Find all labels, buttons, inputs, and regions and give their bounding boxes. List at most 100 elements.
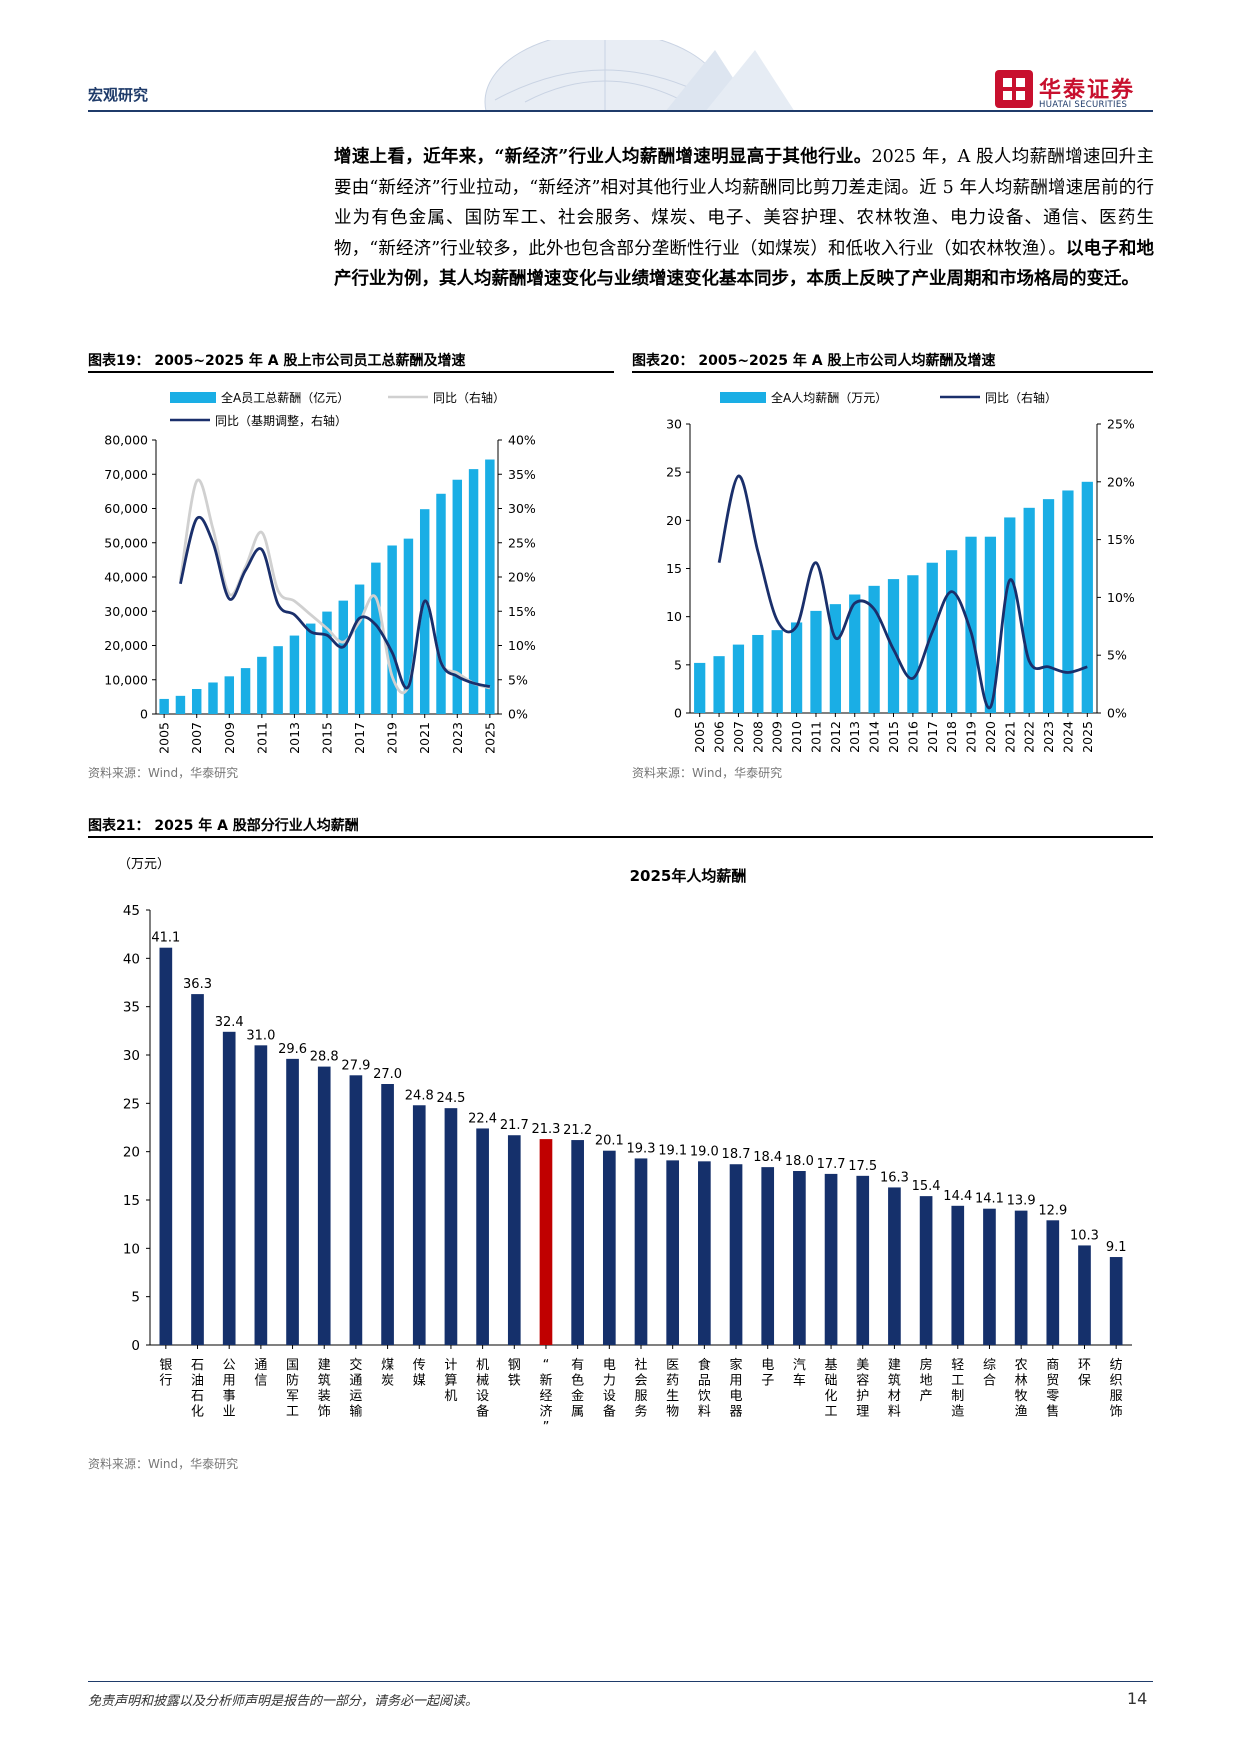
fig21-bar bbox=[1109, 1257, 1123, 1345]
fig20-bar bbox=[887, 579, 900, 713]
fig19-right-tick-label: 5% bbox=[508, 672, 528, 687]
fig21-data-label: 18.0 bbox=[785, 1154, 814, 1169]
fig20-title: 图表20： 2005~2025 年 A 股上市公司人均薪酬及增速 bbox=[632, 353, 996, 369]
fig20-bar bbox=[1062, 490, 1074, 713]
fig19-bar bbox=[387, 545, 397, 714]
fig21-bar bbox=[191, 994, 204, 1345]
fig20-bar bbox=[984, 536, 997, 713]
fig19-right-tick-label: 0% bbox=[508, 707, 528, 722]
section-title: 宏观研究 bbox=[88, 86, 149, 104]
fig21-data-label: 24.5 bbox=[436, 1091, 465, 1106]
fig20-bar bbox=[790, 622, 803, 713]
fig21-y-tick-label: 40 bbox=[123, 951, 140, 967]
fig21-category-label: 石油石化 bbox=[191, 1358, 204, 1420]
fig19-bar bbox=[240, 668, 251, 714]
fig19-legend-swatch-bar bbox=[170, 392, 216, 403]
fig19-bar bbox=[257, 656, 267, 714]
fig21-bar bbox=[412, 1105, 426, 1345]
fig20-bar bbox=[713, 656, 725, 713]
fig20-bar bbox=[1081, 481, 1093, 713]
fig21-bar bbox=[983, 1208, 996, 1345]
fig21-category-label: “新经济” bbox=[539, 1358, 552, 1435]
fig20-x-tick-label: 2013 bbox=[847, 721, 862, 753]
fig21-bar bbox=[919, 1196, 933, 1345]
fig19-left-tick-label: 70,000 bbox=[104, 467, 148, 482]
fig20-bar bbox=[829, 604, 841, 713]
fig19-bar bbox=[371, 562, 381, 714]
paragraph-body: 2025 年，A 股人均薪酬增速回升主要由“新经济”行业拉动，“新经济”相对其他… bbox=[334, 147, 1154, 259]
fig20-left-tick-label: 20 bbox=[666, 513, 682, 528]
fig19-left-tick-label: 50,000 bbox=[104, 535, 148, 550]
fig19-bar bbox=[208, 682, 218, 714]
fig21-bar bbox=[888, 1187, 901, 1345]
fig21-data-label: 27.0 bbox=[373, 1067, 402, 1082]
fig21-bar bbox=[761, 1167, 775, 1345]
fig20-x-tick-label: 2021 bbox=[1002, 721, 1017, 753]
fig20-line-1 bbox=[717, 474, 1088, 710]
fig19-bar bbox=[468, 469, 479, 714]
fig19-bar bbox=[419, 509, 430, 714]
fig20-x-tick-label: 2023 bbox=[1041, 721, 1056, 753]
fig19-x-tick-label: 2017 bbox=[352, 722, 367, 754]
fig21-bar bbox=[856, 1175, 870, 1345]
fig21-data-label: 10.3 bbox=[1070, 1228, 1099, 1243]
fig21-bar bbox=[286, 1058, 299, 1345]
fig21-bar bbox=[317, 1066, 331, 1345]
fig19-left-tick-label: 10,000 bbox=[104, 672, 148, 687]
fig21-bar bbox=[254, 1045, 268, 1345]
fig21-bar bbox=[381, 1084, 394, 1345]
fig19-legend-label-grey: 同比（右轴） bbox=[433, 390, 505, 405]
fig21-category-label: 传媒 bbox=[413, 1358, 426, 1389]
fig19-bar bbox=[485, 459, 495, 714]
fig21-category-label: 医药生物 bbox=[666, 1358, 679, 1420]
footer-rule bbox=[88, 1681, 1153, 1682]
fig21-data-label: 32.4 bbox=[215, 1015, 244, 1030]
fig19-legend-label-navy: 同比（基期调整，右轴） bbox=[215, 413, 347, 428]
fig19-x-tick-label: 2021 bbox=[417, 722, 432, 754]
fig20-bar bbox=[926, 562, 938, 713]
fig21-data-label: 19.1 bbox=[658, 1143, 687, 1158]
fig21-category-label: 综合 bbox=[983, 1358, 996, 1389]
fig21-data-label: 21.7 bbox=[500, 1118, 529, 1133]
fig21-category-label: 交通运输 bbox=[349, 1357, 362, 1420]
paragraph-lead: 增速上看，近年来，“新经济”行业人均薪酬增速明显高于其他行业。 bbox=[334, 147, 872, 167]
fig20-bar bbox=[732, 644, 745, 713]
fig21-bar bbox=[634, 1158, 648, 1345]
fig19-bar bbox=[289, 635, 300, 714]
fig20-left-tick-label: 10 bbox=[666, 609, 682, 624]
fig21-category-label: 食品饮料 bbox=[698, 1357, 711, 1420]
fig19-left-tick-label: 30,000 bbox=[104, 604, 148, 619]
fig20-x-tick-label: 2018 bbox=[944, 721, 959, 753]
fig20-legend-label-bar: 全A人均薪酬（万元） bbox=[771, 390, 887, 405]
fig21-bar bbox=[793, 1171, 806, 1345]
fig21-data-label: 15.4 bbox=[912, 1179, 941, 1194]
fig19-right-tick-label: 35% bbox=[508, 467, 536, 482]
fig19-left-tick-label: 0 bbox=[140, 707, 148, 722]
fig20-x-tick-label: 2007 bbox=[731, 721, 746, 753]
fig21-y-tick-label: 0 bbox=[131, 1338, 140, 1354]
fig21-category-label: 房地产 bbox=[920, 1357, 933, 1404]
fig19-left-tick-label: 80,000 bbox=[104, 433, 148, 448]
fig21-bar bbox=[539, 1139, 553, 1345]
fig21-category-label: 农林牧渔 bbox=[1015, 1358, 1028, 1420]
fig20-right-tick-label: 10% bbox=[1107, 590, 1135, 605]
fig19-bar bbox=[354, 584, 365, 714]
fig20-x-tick-label: 2011 bbox=[808, 721, 823, 753]
fig21-category-label: 轻工制造 bbox=[951, 1358, 964, 1420]
fig21-category-label: 电力设备 bbox=[603, 1358, 616, 1420]
fig21-bar bbox=[476, 1128, 489, 1345]
fig21-data-label: 27.9 bbox=[341, 1058, 370, 1073]
fig21-data-label: 18.7 bbox=[722, 1147, 751, 1162]
fig19-left-tick-label: 60,000 bbox=[104, 501, 148, 516]
fig19-left-tick-label: 20,000 bbox=[104, 638, 148, 653]
fig21-y-tick-label: 35 bbox=[123, 1000, 140, 1016]
fig21-data-label: 22.4 bbox=[468, 1111, 497, 1126]
fig19-source: 资料来源：Wind，华泰研究 bbox=[88, 766, 239, 780]
fig19-title-rule bbox=[88, 371, 614, 373]
fig21-y-tick-label: 5 bbox=[131, 1290, 140, 1306]
fig19-right-tick-label: 25% bbox=[508, 535, 536, 550]
fig19-x-tick-label: 2013 bbox=[287, 722, 302, 754]
fig21-data-label: 29.6 bbox=[278, 1042, 307, 1057]
fig21-chart: （万元） 2025年人均薪酬 0 5 10 15 20 25 30 35 40 45 41.1 银行 3… bbox=[118, 857, 1132, 1435]
fig21-data-label: 12.9 bbox=[1038, 1203, 1067, 1218]
